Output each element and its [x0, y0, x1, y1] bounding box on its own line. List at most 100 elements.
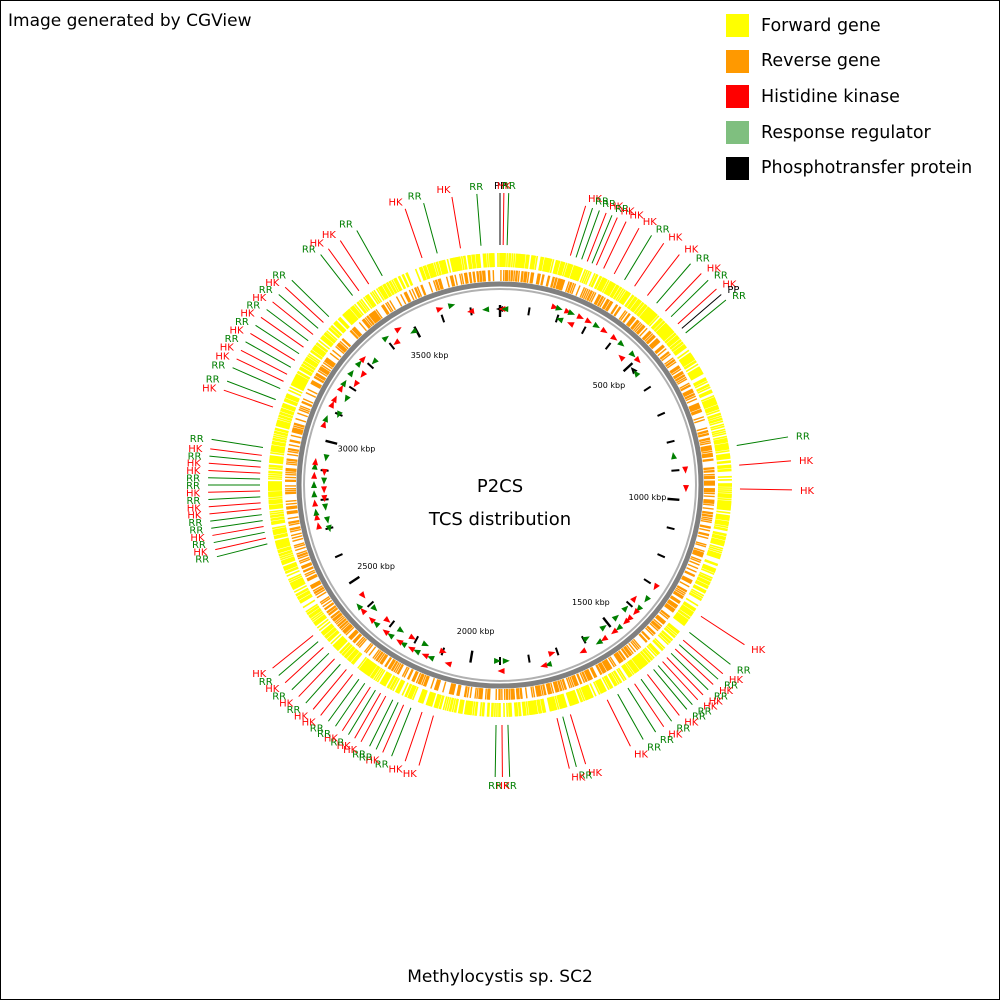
reverse-gene-mark [521, 271, 524, 283]
forward-gene-mark [561, 262, 568, 277]
hk-callout-line [209, 508, 262, 515]
rr-marker [344, 394, 351, 403]
forward-gene-mark [714, 521, 729, 526]
reverse-gene-mark [292, 428, 304, 434]
hk-callout-line [606, 699, 631, 747]
forward-gene-mark [668, 337, 680, 348]
forward-gene-mark [295, 374, 309, 383]
rr-callout-line [226, 380, 276, 401]
forward-gene-mark [426, 691, 433, 706]
forward-gene-mark [296, 590, 310, 599]
forward-gene-mark [706, 552, 721, 559]
forward-gene-mark [474, 701, 478, 716]
forward-gene-mark [633, 656, 644, 669]
reverse-gene-mark [363, 642, 372, 653]
hk-marker [408, 633, 416, 640]
reverse-gene-mark [611, 304, 619, 315]
forward-gene-mark [652, 318, 664, 331]
forward-gene-mark [646, 313, 658, 325]
reverse-gene-mark [350, 631, 359, 641]
reverse-gene-mark [306, 574, 318, 581]
forward-gene-mark [283, 399, 298, 407]
center-title: P2CS [477, 476, 523, 497]
reverse-gene-mark [677, 378, 688, 385]
reverse-gene-mark [323, 602, 334, 610]
reverse-gene-mark [449, 683, 454, 695]
forward-gene-mark [279, 412, 293, 419]
reverse-gene-mark [697, 535, 709, 540]
hk-marker [630, 595, 637, 603]
reverse-gene-mark [523, 271, 527, 283]
rr-callout-line [678, 644, 719, 680]
forward-gene-mark [715, 447, 730, 452]
forward-gene-mark [278, 549, 293, 556]
hk-callout-label: HK [630, 210, 645, 221]
forward-gene-mark [409, 685, 417, 700]
reverse-gene-mark [375, 651, 383, 662]
forward-gene-mark [653, 320, 665, 332]
reverse-gene-mark [315, 374, 326, 381]
forward-gene-mark [605, 281, 614, 295]
backbone-ring-inner [303, 288, 697, 682]
reverse-gene-mark [395, 296, 403, 307]
forward-gene-mark [679, 606, 693, 617]
reverse-gene-mark [291, 535, 303, 540]
forward-gene-mark [489, 253, 492, 268]
reverse-gene-mark [413, 287, 420, 299]
forward-gene-mark [286, 569, 300, 577]
forward-gene-mark [662, 330, 675, 342]
forward-gene-mark [316, 342, 329, 353]
forward-gene-mark [669, 339, 682, 350]
forward-gene-mark [302, 599, 316, 609]
reverse-gene-mark [294, 543, 306, 549]
reverse-gene-mark [701, 453, 713, 457]
forward-gene-mark [634, 302, 645, 315]
reverse-gene-mark [437, 278, 443, 290]
forward-gene-mark [684, 360, 697, 370]
forward-gene-mark [691, 588, 705, 597]
reverse-gene-mark [463, 272, 467, 284]
forward-gene-mark [639, 306, 650, 319]
reverse-gene-mark [700, 446, 712, 451]
hk-callout-label: HK [229, 325, 244, 336]
hk-callout-line [700, 615, 745, 646]
reverse-gene-mark [286, 461, 298, 464]
reverse-gene-mark [564, 281, 570, 293]
reverse-gene-mark [671, 368, 682, 376]
hk-marker [321, 494, 328, 503]
hk-callout-label: HK [684, 244, 699, 255]
forward-gene-mark [490, 702, 493, 717]
rr-callout-line [208, 496, 261, 500]
reverse-gene-mark [353, 633, 362, 643]
rr-callout-label: RR [189, 525, 203, 536]
rr-callout-label: RR [602, 199, 616, 210]
reverse-gene-mark [290, 532, 302, 537]
rr-callout-label: RR [188, 451, 202, 462]
reverse-gene-mark [689, 560, 700, 566]
forward-gene-mark [272, 435, 287, 441]
rr-callout-label: RR [188, 518, 202, 529]
forward-gene-mark [333, 637, 346, 649]
hk-callout-label: HK [709, 697, 724, 708]
reverse-gene-mark [469, 686, 473, 699]
hk-callout-label: HK [722, 280, 737, 291]
forward-gene-mark [566, 692, 573, 706]
rr-marker [501, 306, 509, 313]
forward-gene-mark [717, 499, 732, 503]
reverse-gene-mark [385, 302, 393, 313]
forward-gene-mark [620, 291, 630, 305]
reverse-gene-mark [336, 343, 347, 353]
forward-gene-mark [716, 461, 731, 465]
reverse-gene-mark [550, 276, 556, 288]
reverse-gene-mark [363, 318, 372, 328]
reverse-gene-mark [632, 321, 642, 332]
forward-gene-mark [713, 437, 728, 443]
forward-gene-mark [362, 296, 373, 310]
forward-gene-mark [336, 639, 348, 652]
reverse-gene-mark [460, 273, 465, 285]
forward-gene-mark [596, 679, 605, 694]
reverse-gene-mark [517, 270, 520, 282]
rr-marker [356, 603, 364, 611]
forward-gene-mark [551, 696, 557, 711]
forward-gene-mark [476, 254, 480, 269]
